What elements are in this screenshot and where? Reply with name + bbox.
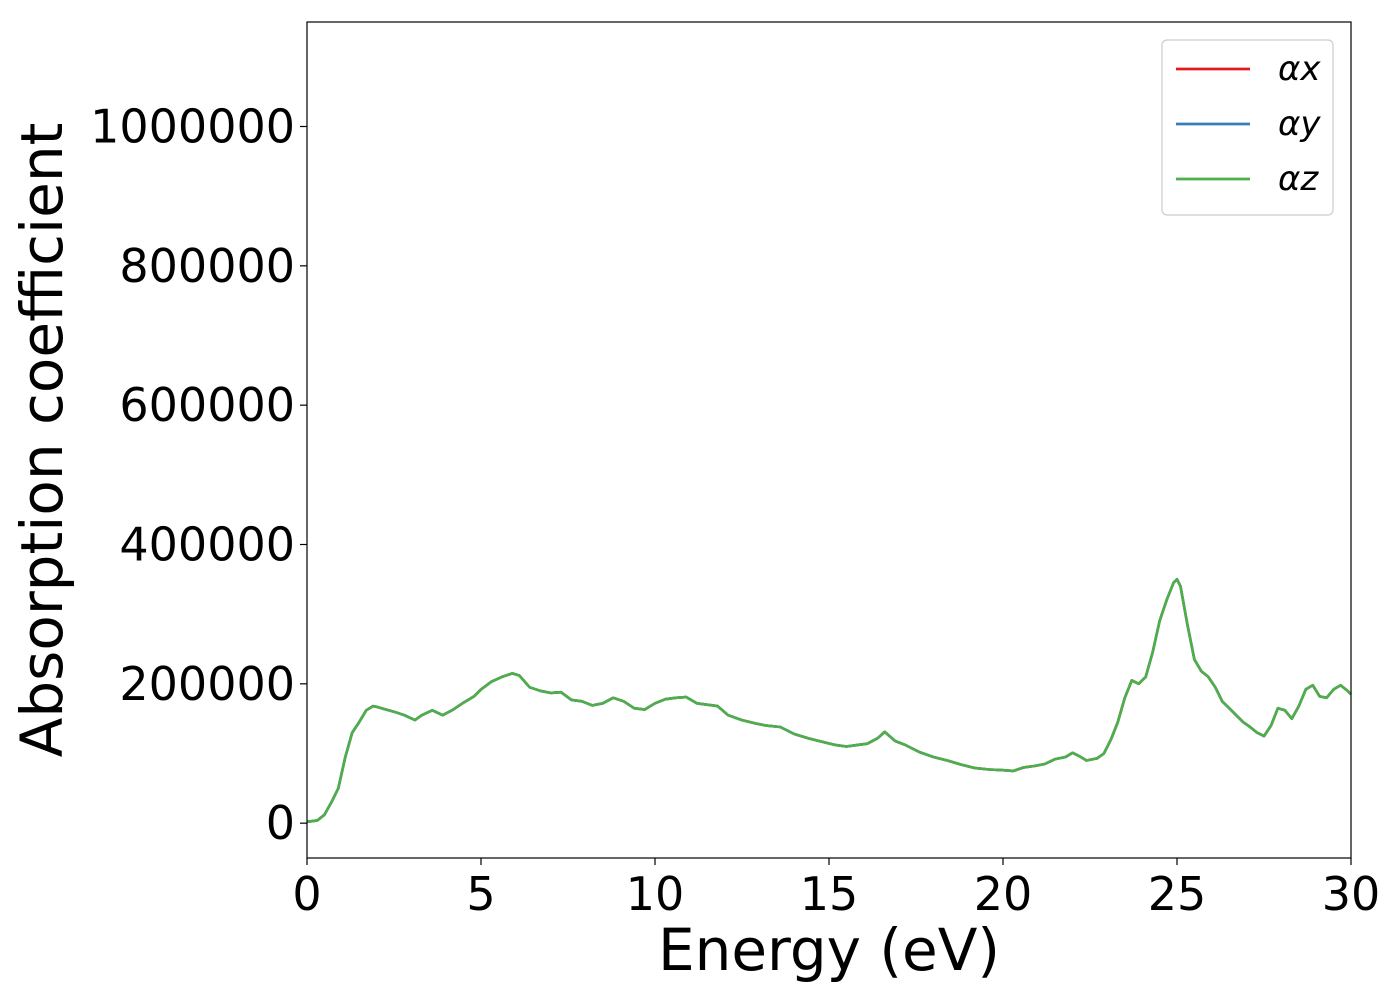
x-tick-label: 25 <box>1148 867 1207 921</box>
x-tick-label: 20 <box>974 867 1033 921</box>
y-tick-label: 1000000 <box>90 100 295 154</box>
y-tick-label: 600000 <box>119 378 295 432</box>
x-tick-label: 0 <box>292 867 321 921</box>
legend-label-1: αx <box>1278 49 1321 89</box>
series-line-3 <box>306 578 1352 824</box>
y-axis: 0 200000 400000 600000 800000 1000000 <box>90 100 307 850</box>
legend-label-3: αz <box>1278 159 1319 199</box>
y-tick-label: 200000 <box>119 657 295 711</box>
series-layer <box>306 578 1352 824</box>
x-tick-label: 5 <box>466 867 495 921</box>
x-tick-label: 30 <box>1322 867 1381 921</box>
x-axis-label: Energy (eV) <box>658 916 1000 984</box>
x-axis: 0 5 10 15 20 25 30 <box>292 858 1380 921</box>
y-tick-label: 400000 <box>119 518 295 572</box>
y-axis-label: Absorption coefficient <box>8 123 76 758</box>
y-tick-label: 800000 <box>119 239 295 293</box>
legend: αx αy αz <box>1161 39 1334 216</box>
x-tick-label: 15 <box>800 867 859 921</box>
legend-label-2: αy <box>1278 104 1321 144</box>
legend-box <box>1161 39 1334 216</box>
y-tick-label: 0 <box>266 796 295 850</box>
x-tick-label: 10 <box>626 867 685 921</box>
